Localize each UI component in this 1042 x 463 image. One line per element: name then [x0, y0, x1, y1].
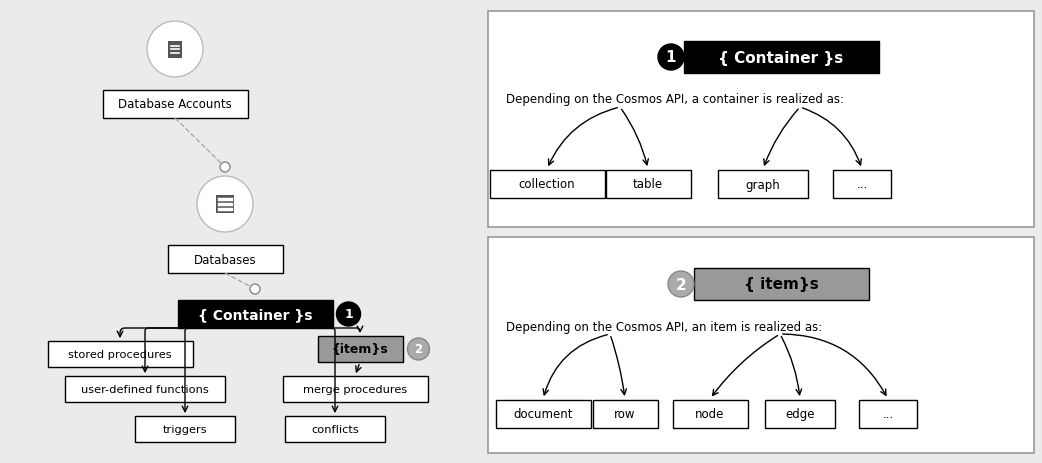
- Text: ...: ...: [857, 178, 868, 191]
- Text: Database Accounts: Database Accounts: [118, 98, 232, 111]
- Circle shape: [337, 302, 361, 326]
- Text: 1: 1: [344, 308, 353, 321]
- FancyBboxPatch shape: [593, 400, 658, 428]
- Text: stored procedures: stored procedures: [68, 349, 172, 359]
- FancyBboxPatch shape: [168, 41, 182, 58]
- Text: 2: 2: [675, 277, 687, 292]
- Text: 1: 1: [666, 50, 676, 65]
- FancyBboxPatch shape: [286, 416, 384, 442]
- Text: row: row: [614, 407, 636, 420]
- Text: merge procedures: merge procedures: [303, 384, 407, 394]
- Text: {item}s: {item}s: [331, 343, 389, 356]
- FancyBboxPatch shape: [282, 376, 427, 402]
- FancyBboxPatch shape: [488, 12, 1034, 227]
- Circle shape: [147, 22, 203, 78]
- FancyBboxPatch shape: [177, 300, 332, 328]
- FancyBboxPatch shape: [694, 269, 868, 300]
- FancyBboxPatch shape: [684, 42, 878, 74]
- FancyBboxPatch shape: [859, 400, 917, 428]
- FancyBboxPatch shape: [496, 400, 591, 428]
- FancyBboxPatch shape: [216, 195, 234, 213]
- FancyBboxPatch shape: [490, 171, 604, 199]
- Circle shape: [197, 176, 253, 232]
- Text: user-defined functions: user-defined functions: [81, 384, 208, 394]
- FancyBboxPatch shape: [65, 376, 225, 402]
- Text: Databases: Databases: [194, 253, 256, 266]
- Text: Depending on the Cosmos API, an item is realized as:: Depending on the Cosmos API, an item is …: [506, 320, 822, 333]
- FancyBboxPatch shape: [102, 91, 248, 119]
- FancyBboxPatch shape: [765, 400, 835, 428]
- FancyBboxPatch shape: [833, 171, 891, 199]
- FancyBboxPatch shape: [672, 400, 747, 428]
- Text: 2: 2: [415, 343, 423, 356]
- Circle shape: [668, 271, 694, 297]
- Text: { Container }s: { Container }s: [718, 50, 844, 65]
- FancyBboxPatch shape: [605, 171, 691, 199]
- Circle shape: [407, 338, 429, 360]
- Text: document: document: [514, 407, 573, 420]
- FancyBboxPatch shape: [135, 416, 235, 442]
- Text: collection: collection: [519, 178, 575, 191]
- Text: conflicts: conflicts: [312, 424, 358, 434]
- FancyBboxPatch shape: [48, 341, 193, 367]
- FancyBboxPatch shape: [718, 171, 808, 199]
- Circle shape: [250, 284, 260, 294]
- FancyBboxPatch shape: [318, 336, 402, 362]
- Circle shape: [658, 45, 684, 71]
- Text: table: table: [632, 178, 663, 191]
- FancyBboxPatch shape: [488, 238, 1034, 453]
- Text: { Container }s: { Container }s: [198, 307, 313, 321]
- FancyBboxPatch shape: [168, 245, 282, 274]
- Text: triggers: triggers: [163, 424, 207, 434]
- Text: ...: ...: [883, 407, 894, 420]
- Text: node: node: [695, 407, 724, 420]
- Text: edge: edge: [786, 407, 815, 420]
- Text: { item}s: { item}s: [744, 277, 818, 292]
- Text: Depending on the Cosmos API, a container is realized as:: Depending on the Cosmos API, a container…: [506, 94, 844, 106]
- Text: graph: graph: [746, 178, 780, 191]
- Circle shape: [220, 163, 230, 173]
